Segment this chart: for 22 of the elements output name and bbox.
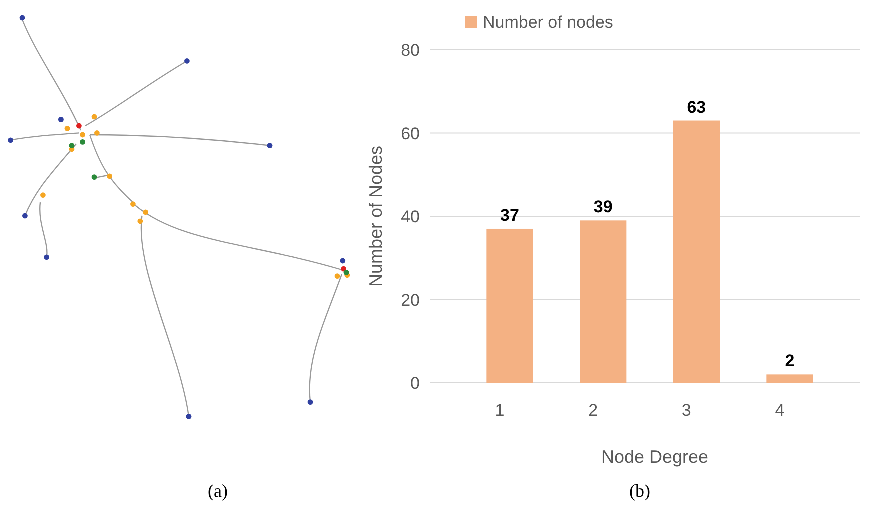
x-axis-title: Node Degree [601,447,709,467]
x-tick-label: 1 [495,401,505,420]
y-tick-label: 60 [401,124,420,144]
bar [673,120,720,383]
data-label: 39 [594,198,613,217]
x-tick-label: 3 [682,401,692,420]
data-label: 37 [500,206,520,225]
data-label: 2 [785,352,795,371]
text: (a) [208,481,228,501]
y-tick-label: 80 [401,41,420,60]
legend-label: Number of nodes [483,13,614,32]
x-tick-label: 4 [775,401,785,420]
text: (b) [630,481,650,501]
bar [486,228,534,383]
bar [766,374,814,383]
y-tick-label: 20 [401,290,420,310]
y-tick-label: 0 [410,374,420,393]
y-axis-title: Number of Nodes [366,146,386,288]
data-label: 63 [687,98,706,117]
y-tick-label: 40 [401,208,420,226]
bar [580,220,627,383]
x-tick-label: 2 [588,401,598,420]
